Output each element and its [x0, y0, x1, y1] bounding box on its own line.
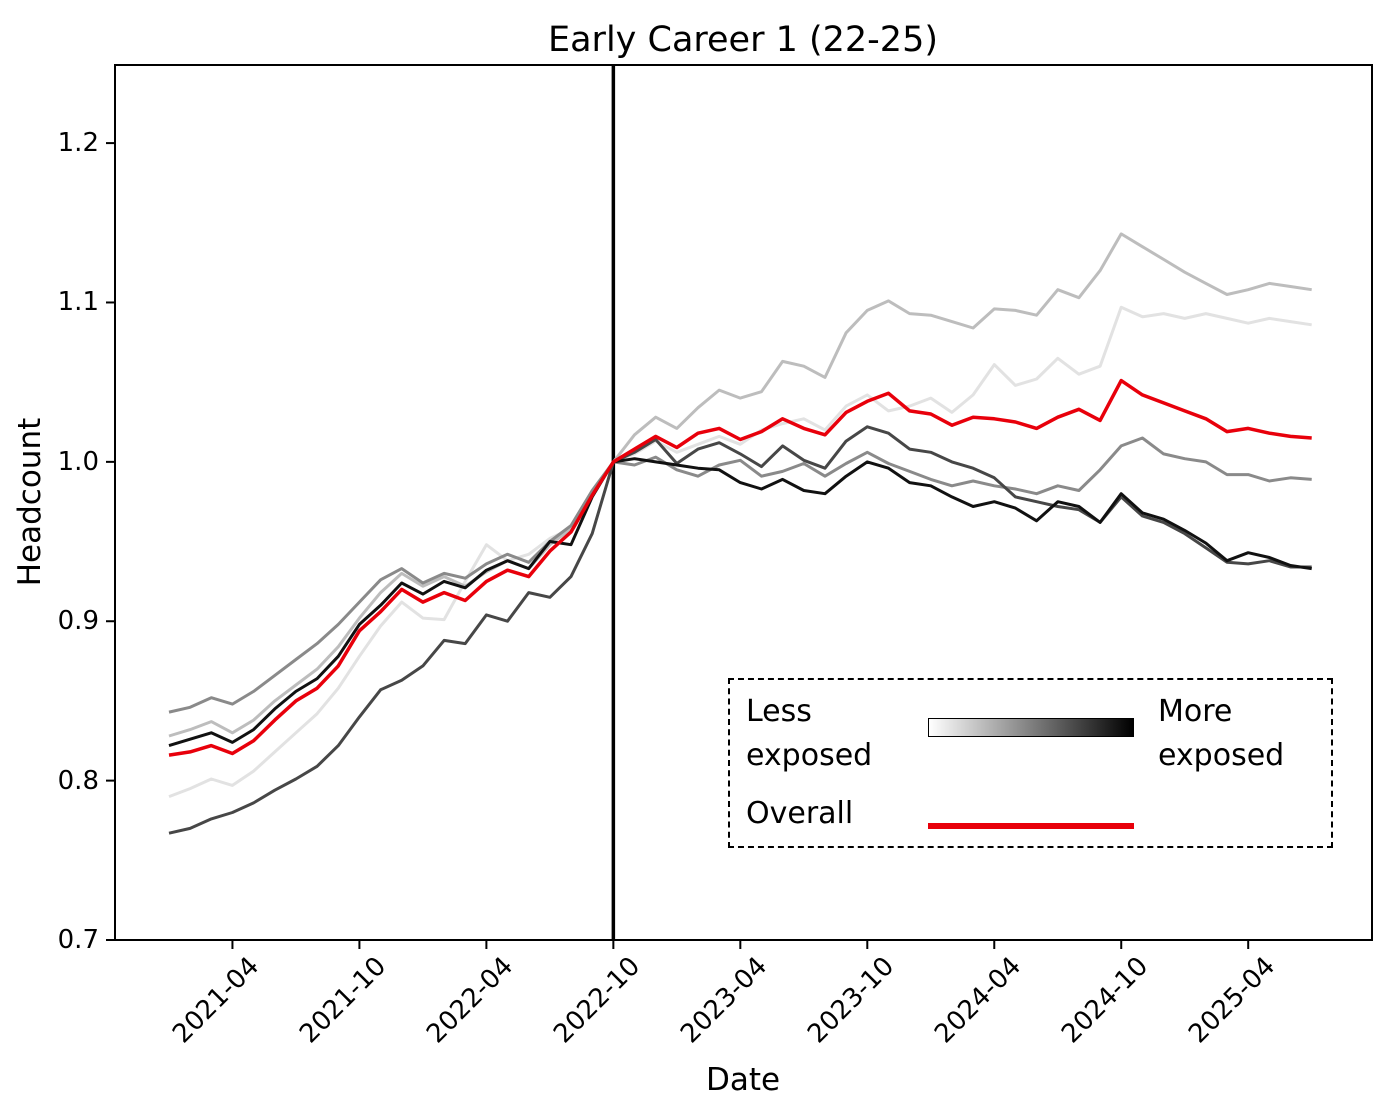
plot-border [114, 64, 1373, 941]
series-quintile-3 [168, 436, 1312, 714]
series-quintile-1-least-exposed [168, 305, 1312, 799]
overall-line-swatch [928, 823, 1134, 829]
y-tick-label: 1.2 [57, 128, 99, 159]
series-quintile-5-most-exposed [168, 457, 1312, 748]
y-tick-label: 1.0 [57, 446, 99, 477]
series-overall [168, 378, 1312, 757]
legend: Less exposed More exposed Overall [728, 678, 1333, 848]
exposure-gradient-bar [928, 718, 1134, 737]
y-tick-label: 1.1 [57, 287, 99, 318]
legend-overall-label: Overall [746, 796, 854, 831]
y-axis-label: Headcount [12, 417, 48, 587]
y-tick-label: 0.8 [57, 765, 99, 796]
chart-title: Early Career 1 (22-25) [547, 20, 939, 60]
series-quintile-2 [168, 232, 1312, 738]
series-quintile-4 [168, 425, 1312, 835]
legend-less-exposed-label: Less exposed [746, 694, 873, 773]
y-tick-label: 0.7 [57, 925, 99, 955]
legend-more-exposed-label: More exposed [1158, 694, 1285, 773]
x-axis-label: Date [705, 1062, 781, 1098]
y-tick-label: 0.9 [57, 606, 99, 637]
